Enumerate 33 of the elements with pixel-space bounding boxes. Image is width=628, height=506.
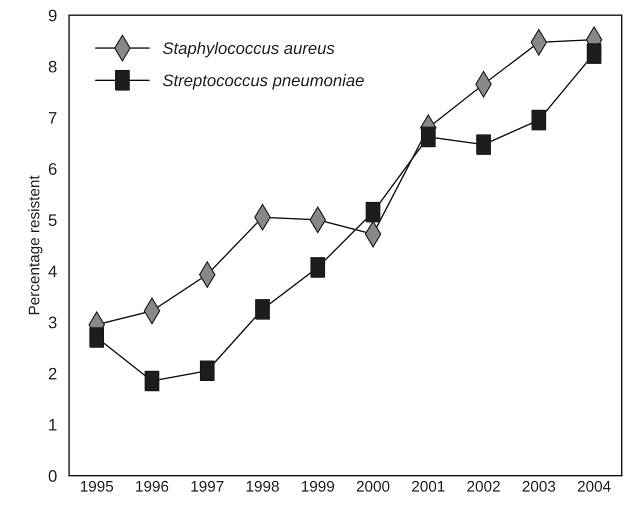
x-tick-label: 2002 (467, 480, 500, 492)
y-tick-label: 9 (48, 10, 56, 22)
point (255, 299, 270, 320)
y-tick-label: 7 (48, 112, 56, 124)
x-tick-label: 1999 (302, 480, 334, 492)
y-tick-label: 4 (48, 266, 57, 278)
point (531, 110, 546, 130)
point (476, 134, 491, 155)
x-tick-label: 1996 (136, 480, 168, 492)
x-tick-label: 2000 (356, 480, 390, 492)
point (310, 257, 326, 278)
legend-label: Staphylococcus aureus (162, 42, 334, 58)
point (89, 327, 104, 348)
y-tick-label: 2 (48, 368, 56, 380)
point (366, 202, 380, 222)
y-tick-label: 1 (49, 419, 56, 431)
x-tick-label: 1997 (191, 480, 224, 492)
y-tick-label: 6 (48, 163, 57, 175)
x-tick-label: 2001 (412, 480, 445, 492)
x-tick-label: 2004 (578, 480, 611, 492)
x-tick-label: 1995 (80, 480, 114, 492)
y-tick-label: 8 (48, 60, 57, 73)
y-tick-label: 0 (48, 470, 57, 482)
point (586, 43, 602, 64)
point (420, 126, 436, 148)
point (200, 360, 215, 382)
legend-label: Streptococcus pneumoniae (162, 74, 364, 90)
y-tick-label: 5 (48, 214, 57, 226)
y-axis-title: Percentage resistent (28, 175, 42, 314)
x-tick-label: 2003 (522, 480, 556, 492)
point (144, 370, 160, 392)
y-tick-label: 3 (48, 316, 57, 328)
x-tick-label: 1998 (246, 480, 279, 492)
